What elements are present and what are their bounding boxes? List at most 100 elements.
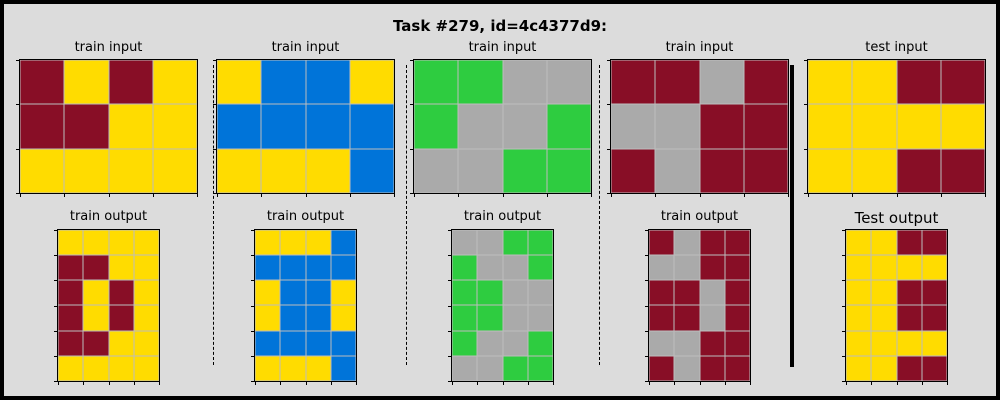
grid-cell	[108, 330, 134, 356]
grid-cell	[546, 60, 591, 105]
grid-cell	[502, 330, 528, 356]
tick-mark	[410, 149, 414, 150]
tick-mark	[16, 149, 20, 150]
grid-cell	[452, 280, 478, 306]
grid-cell	[83, 330, 109, 356]
grid-cell	[846, 305, 872, 331]
grid-cell	[330, 255, 356, 281]
output-label: Test output	[854, 209, 939, 227]
output-label: train output	[69, 209, 148, 224]
grid-cell	[414, 104, 459, 149]
tick-mark	[611, 193, 612, 197]
grid-cell	[64, 60, 109, 105]
grid-cell	[674, 355, 700, 381]
tick-mark	[842, 331, 846, 332]
tick-mark	[448, 356, 452, 357]
grid-cell	[261, 148, 306, 193]
tick-mark	[394, 193, 395, 197]
tick-mark	[16, 60, 20, 61]
grid-cell	[546, 104, 591, 149]
tick-mark	[16, 104, 20, 105]
grid-cell	[477, 355, 503, 381]
grid-cell	[458, 60, 503, 105]
grid-cell	[699, 148, 744, 193]
grid-cell	[699, 230, 725, 256]
tick-mark	[217, 193, 218, 197]
tick-mark	[700, 193, 701, 197]
grid-cell	[871, 280, 897, 306]
grid-cell	[305, 148, 350, 193]
output-grid	[254, 229, 357, 382]
tick-mark	[54, 381, 58, 382]
grid-cell	[649, 255, 675, 281]
grid-cell	[58, 305, 84, 331]
output-label: train output	[463, 209, 542, 224]
tick-mark	[607, 193, 611, 194]
tick-mark	[842, 280, 846, 281]
tick-mark	[985, 193, 986, 197]
input-label: train input	[74, 40, 143, 55]
grid-cell	[871, 305, 897, 331]
grid-cell	[655, 148, 700, 193]
grid-cell	[255, 255, 281, 281]
tick-mark	[16, 193, 20, 194]
tick-mark	[58, 381, 59, 385]
tick-mark	[213, 60, 217, 61]
grid-cell	[108, 104, 153, 149]
tick-mark	[607, 60, 611, 61]
grid-cell	[655, 104, 700, 149]
grid-cell	[921, 330, 947, 356]
grid-cell	[452, 355, 478, 381]
grid-cell	[280, 330, 306, 356]
grid-cell	[305, 280, 331, 306]
grid-cell	[743, 60, 788, 105]
grid-cell	[477, 255, 503, 281]
grid-cell	[305, 305, 331, 331]
grid-cell	[674, 305, 700, 331]
tick-mark	[448, 331, 452, 332]
input-label: train input	[665, 40, 734, 55]
tick-mark	[842, 381, 846, 382]
tick-mark	[109, 381, 110, 385]
tick-mark	[941, 193, 942, 197]
tick-mark	[804, 60, 808, 61]
grid-cell	[896, 255, 922, 281]
tick-mark	[197, 193, 198, 197]
grid-cell	[261, 60, 306, 105]
tick-mark	[448, 381, 452, 382]
tick-mark	[788, 193, 789, 197]
grid-cell	[108, 148, 153, 193]
tick-mark	[503, 193, 504, 197]
tick-mark	[607, 104, 611, 105]
grid-cell	[349, 104, 394, 149]
grid-cell	[846, 230, 872, 256]
input-grid	[19, 59, 198, 194]
tick-mark	[645, 230, 649, 231]
grid-cell	[940, 148, 985, 193]
grid-cell	[502, 148, 547, 193]
grid-cell	[674, 255, 700, 281]
grid-cell	[527, 305, 553, 331]
grid-cell	[896, 330, 922, 356]
grid-cell	[527, 255, 553, 281]
grid-cell	[502, 355, 528, 381]
tick-mark	[607, 149, 611, 150]
grid-cell	[133, 230, 159, 256]
tick-mark	[251, 356, 255, 357]
tick-mark	[871, 381, 872, 385]
tick-mark	[251, 280, 255, 281]
grid-cell	[152, 148, 197, 193]
tick-mark	[750, 381, 751, 385]
grid-cell	[527, 355, 553, 381]
grid-cell	[649, 330, 675, 356]
grid-cell	[64, 104, 109, 149]
grid-cell	[724, 305, 750, 331]
tick-mark	[213, 193, 217, 194]
grid-cell	[452, 305, 478, 331]
grid-cell	[261, 104, 306, 149]
grid-cell	[808, 104, 853, 149]
tick-mark	[922, 381, 923, 385]
grid-cell	[280, 305, 306, 331]
figure-title: Task #279, id=4c4377d9:	[392, 17, 608, 35]
